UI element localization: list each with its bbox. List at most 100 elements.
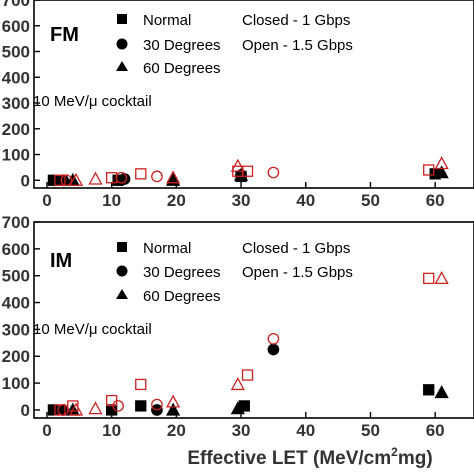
- open-triangle-point: [68, 402, 84, 416]
- legend-mode-closed: Closed - 1 Gbps: [242, 240, 350, 257]
- legend-marker-normal: [117, 242, 127, 252]
- open-circle-point: [267, 332, 280, 345]
- x-tick-label: 40: [296, 191, 315, 210]
- x-tick-label: 0: [42, 191, 51, 210]
- open-square-point: [423, 272, 435, 285]
- x-tick-label: 20: [167, 191, 186, 210]
- y-tick-label: 500: [2, 267, 30, 286]
- x-tick-label: 60: [426, 421, 445, 440]
- legend-label-30-degrees: 30 Degrees: [143, 37, 221, 54]
- closed-circle-point: [267, 343, 280, 356]
- x-axis-label: Effective LET (MeV/cm2mg): [187, 445, 432, 469]
- open-circle-point: [112, 400, 124, 412]
- y-tick-label: 0: [21, 401, 30, 420]
- legend-mode-closed: Closed - 1 Gbps: [242, 12, 350, 29]
- open-circle-point: [115, 171, 128, 184]
- closed-triangle-point: [230, 401, 245, 415]
- y-tick-label: 200: [2, 347, 30, 366]
- legend-label-60-degrees: 60 Degrees: [143, 288, 221, 305]
- legend-marker-normal: [117, 14, 127, 24]
- legend-marker-60-degrees: [116, 289, 128, 299]
- open-triangle-point: [434, 156, 449, 170]
- open-square-point: [135, 378, 147, 391]
- y-tick-label: 700: [2, 0, 30, 10]
- open-square-point: [135, 168, 147, 180]
- legend-mode-open: Open - 1.5 Gbps: [242, 264, 353, 281]
- y-tick-label: 600: [2, 17, 30, 36]
- legend-label-normal: Normal: [143, 240, 191, 257]
- y-tick-label: 400: [2, 294, 30, 313]
- closed-square-point: [423, 384, 435, 396]
- y-tick-label: 300: [2, 94, 30, 113]
- closed-square-point: [135, 400, 147, 412]
- plot-frame-im: [33, 221, 474, 419]
- y-tick-label: 200: [2, 120, 30, 139]
- legend-label-30-degrees: 30 Degrees: [143, 264, 221, 281]
- plot-frame-fm: [33, 0, 474, 189]
- legend-im: Normal 30 Degrees 60 Degrees Closed - 1 …: [116, 240, 353, 305]
- legend-label-60-degrees: 60 Degrees: [143, 60, 221, 77]
- y-tick-label: 100: [2, 146, 30, 165]
- x-tick-label: 40: [296, 421, 315, 440]
- x-tick-label: 30: [232, 421, 251, 440]
- x-tick-label: 10: [102, 421, 121, 440]
- closed-square-point: [47, 404, 60, 416]
- legend-marker-30-degrees: [116, 38, 128, 50]
- open-triangle-point: [88, 171, 103, 185]
- y-tick-label: 400: [2, 68, 30, 87]
- open-triangle-point: [68, 172, 84, 186]
- closed-triangle-point: [434, 165, 449, 179]
- x-tick-label: 60: [426, 191, 445, 210]
- x-tick-label: 30: [232, 191, 251, 210]
- annotation-fm: 10 MeV/μ cocktail: [33, 93, 152, 110]
- data-points-im: [47, 271, 449, 416]
- legend-mode-open: Open - 1.5 Gbps: [242, 37, 353, 54]
- open-square-point: [241, 369, 254, 381]
- annotation-im: 10 MeV/μ cocktail: [33, 321, 152, 338]
- open-triangle-point: [434, 271, 449, 285]
- x-axis-label-end: mg): [398, 448, 433, 469]
- x-ticks-fm: 0 10 20 30 40 50 60: [42, 182, 445, 210]
- open-triangle-point: [230, 158, 245, 172]
- closed-triangle-point: [434, 385, 449, 399]
- open-circle-point: [151, 398, 163, 411]
- open-square-point: [54, 404, 66, 416]
- legend-marker-60-degrees: [116, 61, 128, 71]
- y-tick-label: 500: [2, 43, 30, 62]
- x-tick-label: 20: [167, 421, 186, 440]
- open-circle-point: [267, 166, 280, 179]
- y-ticks-fm: 0 100 200 300 400 500 600 700: [2, 0, 40, 190]
- x-axis-label-main: Effective LET (MeV/cm: [187, 448, 391, 469]
- closed-triangle-point: [166, 402, 181, 416]
- open-circle-point: [151, 170, 163, 183]
- x-tick-label: 0: [42, 421, 51, 440]
- legend-marker-30-degrees: [116, 265, 128, 277]
- x-ticks-im: 0 10 20 30 40 50 60: [42, 412, 445, 440]
- open-triangle-point: [88, 401, 103, 415]
- open-square-point: [54, 174, 66, 186]
- open-triangle-point: [166, 394, 181, 408]
- x-tick-label: 50: [361, 191, 380, 210]
- open-triangle-point: [166, 170, 181, 184]
- closed-square-point: [47, 174, 60, 186]
- panel-label-fm: FM: [50, 24, 79, 46]
- y-tick-label: 700: [2, 213, 30, 232]
- panel-label-im: IM: [50, 250, 72, 272]
- open-circle-point: [60, 174, 73, 187]
- legend-fm: Normal 30 Degrees 60 Degrees Closed - 1 …: [116, 12, 353, 77]
- y-tick-label: 600: [2, 240, 30, 259]
- y-tick-label: 0: [21, 171, 30, 190]
- x-tick-label: 50: [361, 421, 380, 440]
- x-tick-label: 10: [102, 191, 121, 210]
- open-square-point: [105, 394, 118, 407]
- open-circle-point: [57, 404, 69, 416]
- legend-label-normal: Normal: [143, 12, 191, 29]
- closed-triangle-point: [233, 167, 249, 181]
- y-tick-label: 100: [2, 374, 30, 393]
- data-points-fm: [47, 156, 449, 187]
- open-triangle-point: [230, 377, 245, 391]
- y-tick-label: 300: [2, 320, 30, 339]
